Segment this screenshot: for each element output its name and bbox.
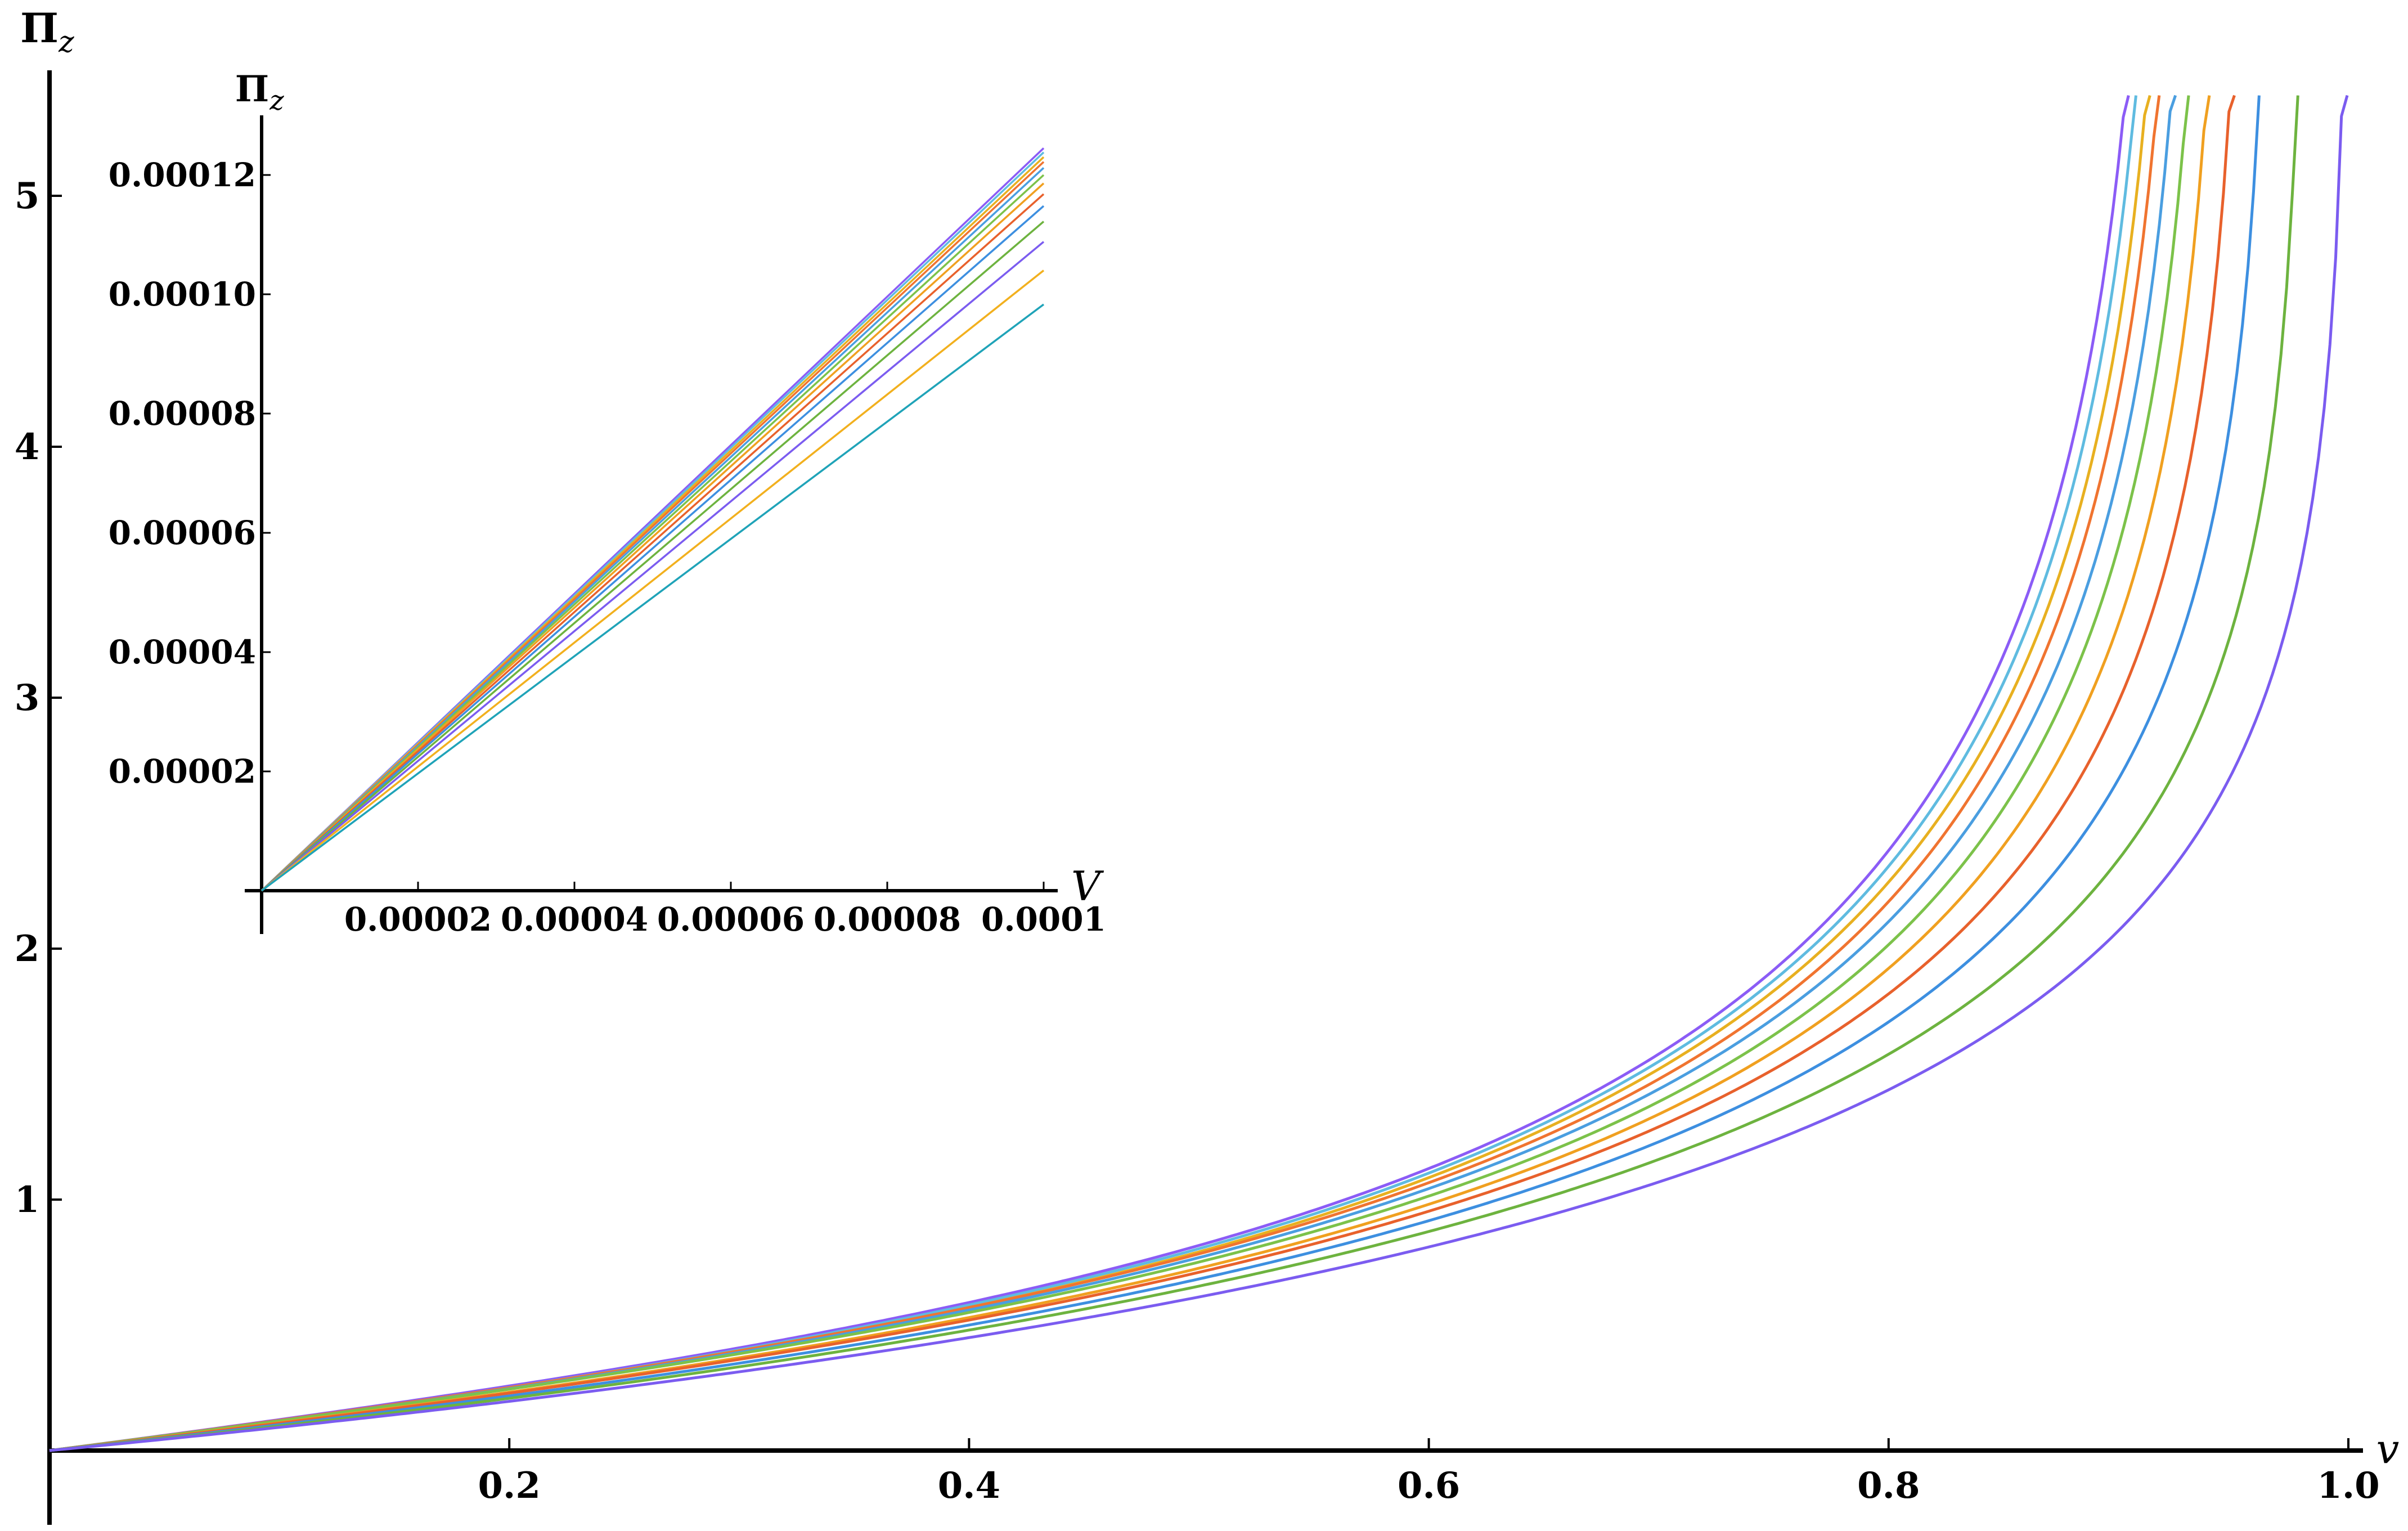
inset-y-tick-label: 0.00008 bbox=[109, 394, 256, 433]
inset-x-tick-label: 0.0001 bbox=[981, 900, 1106, 939]
main-axes: v Π z bbox=[20, 4, 2399, 1525]
inset-tick-labels: 0.00002 0.00004 0.00006 0.00008 0.00010.0000… bbox=[109, 156, 1106, 939]
main-series-line bbox=[49, 95, 2130, 1452]
inset-series-line bbox=[260, 193, 1045, 892]
main-series-line bbox=[49, 95, 2151, 1452]
main-y-tick-label: 1 bbox=[15, 1179, 40, 1221]
inset-series-line bbox=[260, 221, 1045, 892]
main-y-tick-label: 3 bbox=[15, 677, 40, 719]
inset-x-axis-label: V bbox=[1071, 863, 1104, 910]
main-tick-labels: 0.2 0.4 0.6 0.8 1.0 1 2 3 4 5 bbox=[15, 175, 2380, 1507]
main-series-line bbox=[49, 95, 2137, 1452]
inset-series-line bbox=[260, 241, 1045, 892]
inset-axes: V Π z bbox=[235, 68, 1104, 934]
main-y-axis-label-sub: z bbox=[58, 25, 74, 59]
inset-x-tick-label: 0.00004 bbox=[501, 900, 648, 939]
inset-y-tick-label: 0.00012 bbox=[109, 156, 256, 194]
main-x-tick-label: 0.2 bbox=[478, 1465, 541, 1507]
main-y-tick-label: 4 bbox=[15, 426, 40, 468]
inset-y-axis-label-pi: Π bbox=[235, 68, 269, 110]
main-y-axis-label: Π z bbox=[20, 4, 74, 59]
inset-x-tick-label: 0.00008 bbox=[814, 900, 961, 939]
inset-y-tick-label: 0.00006 bbox=[109, 514, 256, 552]
main-x-axis-label: v bbox=[2376, 1425, 2400, 1472]
main-y-tick-label: 5 bbox=[15, 175, 40, 217]
main-y-tick-label: 2 bbox=[15, 928, 40, 970]
inset-y-tick-label: 0.00010 bbox=[109, 275, 256, 313]
main-x-tick-label: 0.4 bbox=[938, 1465, 1000, 1507]
main-x-tick-label: 1.0 bbox=[2317, 1465, 2379, 1507]
main-series bbox=[49, 95, 2349, 1452]
main-series-line bbox=[49, 95, 2190, 1452]
main-series-line bbox=[49, 95, 2211, 1452]
inset-y-tick-label: 0.00004 bbox=[109, 633, 256, 671]
inset-series-line bbox=[260, 270, 1045, 892]
inset-series-line bbox=[260, 174, 1045, 892]
inset-x-tick-label: 0.00006 bbox=[657, 900, 805, 939]
inset-series-line bbox=[260, 182, 1045, 892]
inset-x-tick-label: 0.00002 bbox=[344, 900, 492, 939]
main-series-line bbox=[49, 95, 2261, 1452]
main-series-line bbox=[49, 95, 2177, 1452]
main-x-tick-label: 0.6 bbox=[1398, 1465, 1460, 1507]
main-y-axis-label-pi: Π bbox=[20, 4, 59, 52]
inset-series-line bbox=[260, 303, 1045, 892]
inset-series bbox=[260, 147, 1045, 892]
inset-y-axis-label-sub: z bbox=[269, 85, 284, 116]
inset-y-axis-label: Π z bbox=[235, 68, 285, 116]
main-x-tick-label: 0.8 bbox=[1857, 1465, 1920, 1507]
main-series-line bbox=[49, 95, 2349, 1452]
main-series-line bbox=[49, 95, 2236, 1452]
main-series-line bbox=[49, 95, 2161, 1452]
inset-series-line bbox=[260, 205, 1045, 892]
inset-y-tick-label: 0.00002 bbox=[109, 752, 256, 791]
main-series-line bbox=[49, 95, 2299, 1452]
